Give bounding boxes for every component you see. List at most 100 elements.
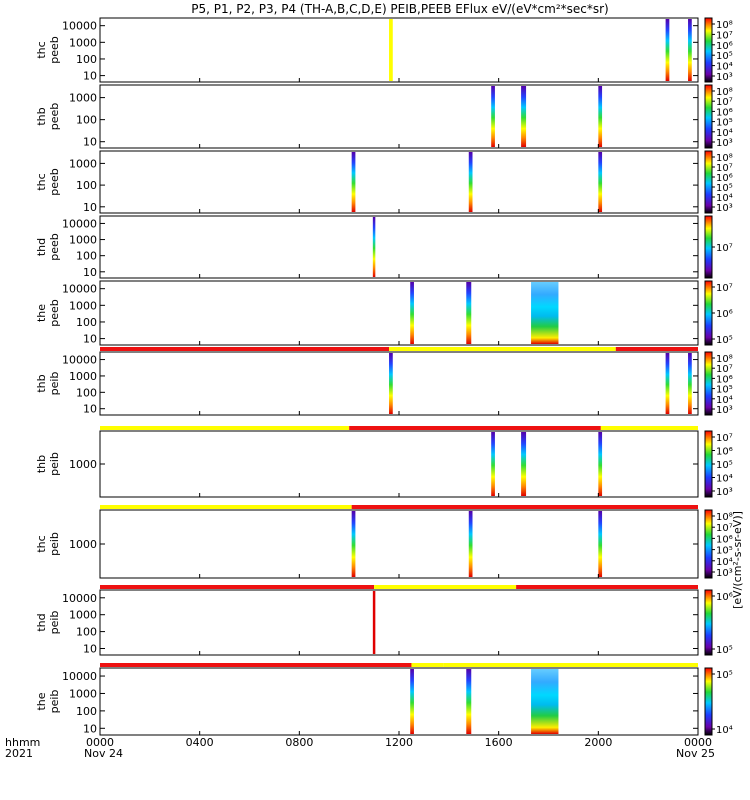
colorbar-tick-label: 10⁵	[716, 335, 733, 346]
y-tick-label: 10000	[62, 20, 97, 33]
colorbar	[704, 509, 713, 579]
x-tick-label: 0400	[186, 736, 214, 749]
colorbar	[704, 280, 713, 346]
panel-thd-peeb: 10000 1000 100 10 thd peeb 10⁷	[35, 215, 733, 279]
y-tick-label: 100	[76, 114, 97, 127]
colorbar-tick-label: 10⁷	[716, 283, 733, 294]
data-burst	[389, 353, 393, 414]
data-burst	[351, 511, 356, 577]
y-tick-label: 10000	[62, 217, 97, 230]
colorbar-tick-label: 10⁵	[716, 670, 733, 681]
mode-bar-segment	[349, 426, 601, 430]
colorbar-tick-label: 10³	[716, 138, 733, 149]
colorbar-tick-label: 10⁷	[716, 364, 733, 375]
panel-label: peeb	[48, 168, 61, 196]
colorbar-tick-label: 10⁶	[716, 173, 733, 184]
data-burst	[598, 152, 603, 212]
x-tick-label: 1200	[385, 736, 413, 749]
y-tick-label: 10	[83, 643, 97, 656]
colorbar	[704, 589, 713, 656]
y-tick-label: 1000	[69, 370, 97, 383]
colorbar-tick-label: 10⁴	[716, 557, 733, 568]
panel-label: peeb	[48, 233, 61, 261]
y-tick-label: 10	[83, 266, 97, 279]
panel-label: peib	[48, 372, 61, 396]
panel-frame	[99, 509, 699, 579]
data-burst	[389, 19, 393, 81]
y-tick-label: 10	[83, 722, 97, 735]
y-tick-label: 1000	[69, 36, 97, 49]
colorbar-tick-label: 10⁸	[716, 87, 733, 98]
panel-frame	[99, 84, 699, 149]
data-burst	[531, 282, 559, 344]
panel-label: the	[35, 692, 48, 710]
y-tick-label: 10000	[62, 283, 97, 296]
data-burst	[468, 511, 473, 577]
panel-frame	[99, 17, 699, 83]
panel-label: thc	[35, 41, 48, 58]
mode-bar-segment	[443, 663, 698, 667]
colorbar	[704, 150, 713, 214]
panel-label: thb	[35, 107, 48, 125]
x-corner-label-hhmm: hhmm	[5, 736, 40, 749]
panel-frame	[99, 351, 699, 416]
mode-bar-segment	[516, 585, 698, 589]
colorbar	[704, 215, 713, 279]
y-tick-label: 10	[83, 201, 97, 214]
data-burst	[466, 669, 472, 734]
data-burst	[531, 669, 559, 734]
panel-label: thd	[35, 238, 48, 256]
colorbar-tick-label: 10⁶	[716, 592, 733, 603]
chart-title: P5, P1, P2, P3, P4 (TH-A,B,C,D,E) PEIB,P…	[191, 2, 608, 16]
mode-bar-segment	[600, 426, 698, 430]
panel-frame	[99, 280, 699, 346]
colorbar-tick-label: 10³	[716, 405, 733, 416]
panel-frame	[99, 215, 699, 279]
colorbar-tick-label: 10³	[716, 72, 733, 83]
panel-frame	[99, 430, 699, 498]
colorbar-tick-label: 10⁶	[716, 41, 733, 52]
mode-bar-segment	[100, 585, 375, 589]
data-burst	[665, 353, 670, 414]
data-burst	[491, 432, 495, 496]
y-tick-label: 100	[76, 316, 97, 329]
y-tick-label: 1000	[69, 687, 97, 700]
x-corner-label-year: 2021	[5, 747, 33, 760]
colorbar-tick-label: 10⁵	[716, 385, 733, 396]
colorbar	[704, 17, 713, 83]
panel-label: peeb	[48, 103, 61, 131]
data-burst	[688, 19, 692, 81]
data-burst	[598, 432, 603, 496]
colorbar-tick-label: 10⁷	[716, 433, 733, 444]
x-date-label-end: Nov 25	[676, 747, 715, 760]
panel-frame	[99, 667, 699, 736]
y-tick-label: 100	[76, 179, 97, 192]
panel-thb-peib-2: 1000 thb peib 10⁷ 10⁶ 10⁵ 10⁴ 10³	[35, 426, 733, 498]
data-burst	[351, 152, 356, 212]
data-burst	[521, 86, 527, 147]
y-tick-label: 1000	[69, 234, 97, 247]
colorbar	[704, 351, 713, 416]
y-tick-label: 1000	[69, 609, 97, 622]
colorbar-tick-label: 10³	[716, 568, 733, 579]
panel-label: peeb	[48, 299, 61, 327]
panel-label: peeb	[48, 36, 61, 64]
y-tick-label: 1000	[69, 157, 97, 170]
y-tick-label: 100	[76, 705, 97, 718]
x-tick-label: 0800	[285, 736, 313, 749]
colorbar-tick-label: 10⁴	[716, 128, 733, 139]
data-burst	[372, 591, 376, 654]
mode-bar-segment	[615, 347, 698, 351]
colorbar-tick-label: 10⁴	[716, 395, 733, 406]
data-burst	[410, 282, 414, 344]
panel-label: thc	[35, 173, 48, 190]
colorbar-tick-label: 10⁵	[716, 460, 733, 471]
y-tick-label: 100	[76, 250, 97, 263]
panel-frame	[99, 150, 699, 214]
colorbar-tick-label: 10⁷	[716, 30, 733, 41]
colorbar-tick-label: 10⁷	[716, 243, 733, 254]
